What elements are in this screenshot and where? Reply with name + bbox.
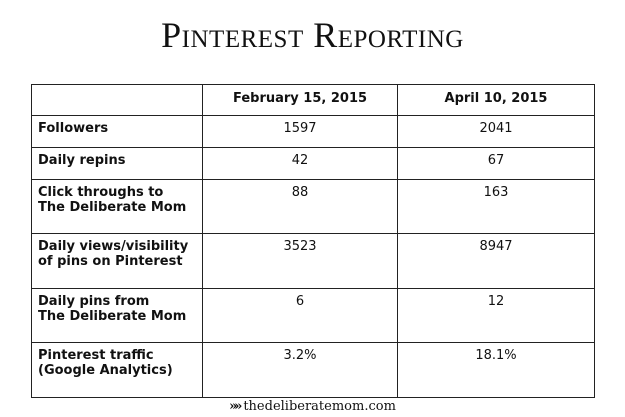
table-row: Daily pins from The Deliberate Mom 6 12	[31, 287, 595, 344]
value-cell: 163	[397, 178, 595, 235]
double-chevron-icon: »»	[229, 399, 242, 414]
table-row: Daily repins 42 67	[31, 146, 595, 180]
value-cell: 8947	[397, 233, 595, 289]
header-date-1: February 15, 2015	[202, 84, 398, 116]
value-cell: 12	[397, 287, 595, 344]
table-row: Click throughs to The Deliberate Mom 88 …	[31, 178, 595, 235]
row-label: Pinterest traffic (Google Analytics)	[31, 342, 203, 398]
value-cell: 88	[202, 178, 398, 235]
page-title: Pinterest Reporting	[161, 15, 464, 55]
row-label: Daily views/visibility of pins on Pinter…	[31, 233, 203, 289]
value-cell: 67	[397, 146, 595, 180]
row-label: Click throughs to The Deliberate Mom	[31, 178, 203, 235]
header-date-2: April 10, 2015	[397, 84, 595, 116]
row-label: Daily repins	[31, 146, 203, 180]
site-footer: »» thedeliberatemom.com	[0, 399, 625, 415]
value-cell: 18.1%	[397, 342, 595, 398]
header-empty-cell	[31, 84, 203, 116]
report-table: February 15, 2015 April 10, 2015 Followe…	[31, 84, 595, 398]
header-row: February 15, 2015 April 10, 2015	[31, 84, 595, 116]
row-label: Daily pins from The Deliberate Mom	[31, 287, 203, 344]
footer-url: thedeliberatemom.com	[243, 399, 396, 414]
table-row: Followers 1597 2041	[31, 115, 595, 148]
value-cell: 3523	[202, 233, 398, 289]
value-cell: 42	[202, 146, 398, 180]
value-cell: 3.2%	[202, 342, 398, 398]
value-cell: 2041	[397, 115, 595, 148]
value-cell: 1597	[202, 115, 398, 148]
table-row: Daily views/visibility of pins on Pinter…	[31, 233, 595, 289]
value-cell: 6	[202, 287, 398, 344]
row-label: Followers	[31, 115, 203, 148]
table-row: Pinterest traffic (Google Analytics) 3.2…	[31, 342, 595, 398]
